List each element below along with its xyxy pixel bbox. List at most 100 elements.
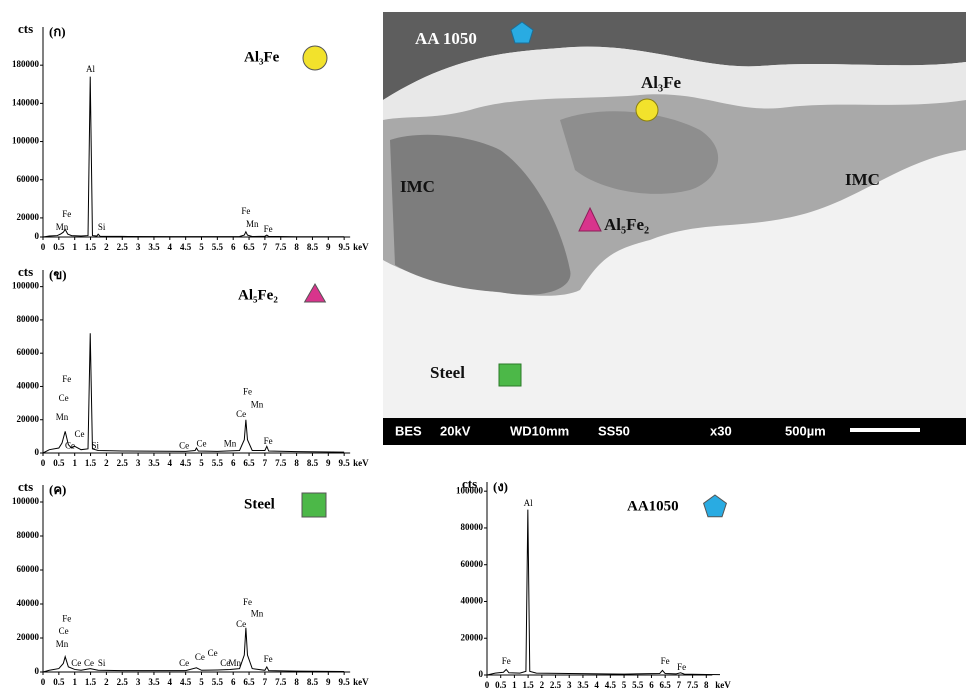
- x-tick-label: 1: [512, 680, 517, 690]
- y-tick-label: 0: [35, 666, 40, 676]
- legend-marker: [302, 493, 326, 517]
- legend-label: Al₅Fe₂: [238, 287, 278, 303]
- y-axis-label: cts: [18, 479, 33, 494]
- x-tick-label: 4: [168, 458, 173, 468]
- legend-label: AA1050: [627, 498, 679, 514]
- x-tick-label: 8: [294, 242, 299, 252]
- x-tick-label: 9: [326, 677, 331, 687]
- peak-label: Ce: [65, 440, 75, 450]
- peak-label: Mn: [246, 219, 259, 229]
- x-tick-label: 3.5: [148, 458, 160, 468]
- x-tick-label: 9: [326, 458, 331, 468]
- figure: AA 1050 Al₃Fe IMC IMC Al₅Fe₂ Steel BES 2…: [0, 0, 966, 693]
- x-tick-label: 8: [294, 458, 299, 468]
- x-tick-label: 3: [136, 677, 141, 687]
- peak-label: Mn: [56, 639, 69, 649]
- x-tick-label: 5: [199, 458, 204, 468]
- peak-label: Fe: [62, 209, 71, 219]
- x-tick-label: 1: [72, 677, 77, 687]
- sem-label: Al₅Fe₂: [604, 215, 649, 234]
- x-tick-label: 6: [649, 680, 654, 690]
- y-tick-label: 80000: [17, 530, 40, 540]
- peak-label: Ce: [208, 648, 218, 658]
- peak-label: Fe: [677, 662, 686, 672]
- x-tick-label: 9.5: [339, 242, 351, 252]
- x-tick-label: 2.5: [117, 677, 129, 687]
- y-tick-label: 100000: [12, 281, 40, 291]
- panel-label: (ข): [49, 267, 67, 282]
- peak-label: Al: [524, 498, 533, 508]
- x-tick-label: 6: [231, 242, 236, 252]
- peak-label: Fe: [241, 206, 250, 216]
- peak-label: Fe: [502, 656, 511, 666]
- x-tick-label: 3: [136, 458, 141, 468]
- y-tick-label: 20000: [17, 414, 40, 424]
- peak-label: Mn: [56, 412, 69, 422]
- peak-label: Al: [86, 64, 95, 74]
- y-axis-label: cts: [18, 264, 33, 279]
- x-tick-label: 0.5: [495, 680, 507, 690]
- x-tick-label: 2: [104, 677, 109, 687]
- info-text: 500µm: [785, 423, 826, 438]
- y-tick-label: 20000: [17, 212, 40, 222]
- info-text: x30: [710, 423, 732, 438]
- peak-label: Ce: [236, 409, 246, 419]
- x-axis-label: keV: [353, 677, 369, 687]
- peak-label: Si: [98, 222, 106, 232]
- y-axis-label: cts: [462, 476, 477, 491]
- x-tick-label: 7.5: [275, 242, 287, 252]
- x-tick-label: 3: [136, 242, 141, 252]
- info-text: SS50: [598, 423, 630, 438]
- x-tick-label: 7: [263, 242, 268, 252]
- peak-label: Fe: [264, 436, 273, 446]
- x-tick-label: 0: [485, 680, 490, 690]
- y-tick-label: 60000: [17, 174, 40, 184]
- y-axis-label: cts: [18, 21, 33, 36]
- x-tick-label: 9.5: [339, 458, 351, 468]
- peak-label: Mn: [251, 608, 264, 618]
- y-tick-label: 40000: [461, 596, 484, 606]
- peak-label: Ce: [195, 652, 205, 662]
- x-tick-label: 4.5: [180, 677, 192, 687]
- sem-label: Steel: [430, 363, 465, 382]
- sem-label: AA 1050: [415, 29, 477, 48]
- x-tick-label: 1: [72, 458, 77, 468]
- x-tick-label: 4: [594, 680, 599, 690]
- sem-label: IMC: [845, 170, 880, 189]
- x-tick-label: 3.5: [148, 242, 160, 252]
- legend-marker: [303, 46, 327, 70]
- x-tick-label: 0.5: [53, 458, 65, 468]
- x-tick-label: 1.5: [85, 677, 97, 687]
- x-tick-label: 8.5: [307, 242, 319, 252]
- y-tick-label: 20000: [461, 632, 484, 642]
- x-tick-label: 1: [72, 242, 77, 252]
- y-tick-label: 40000: [17, 598, 40, 608]
- x-tick-label: 1.5: [85, 458, 97, 468]
- x-tick-label: 8.5: [307, 677, 319, 687]
- x-tick-label: 0.5: [53, 242, 65, 252]
- y-tick-label: 60000: [17, 347, 40, 357]
- x-tick-label: 6.5: [243, 242, 255, 252]
- x-tick-label: 4.5: [605, 680, 617, 690]
- peak-label: Mn: [251, 400, 264, 410]
- y-tick-label: 80000: [461, 522, 484, 532]
- peak-label: Ce: [71, 658, 81, 668]
- x-axis-label: keV: [715, 680, 731, 690]
- peak-label: Fe: [661, 656, 670, 666]
- peak-label: Ce: [59, 393, 69, 403]
- y-tick-label: 0: [35, 231, 40, 241]
- peak-label: Ce: [236, 619, 246, 629]
- x-axis-label: keV: [353, 458, 369, 468]
- peak-label: Ce: [179, 440, 189, 450]
- x-tick-label: 9.5: [339, 677, 351, 687]
- x-tick-label: 5.5: [212, 677, 224, 687]
- sem-image: AA 1050 Al₃Fe IMC IMC Al₅Fe₂ Steel BES 2…: [383, 12, 966, 445]
- peak-label: Mn: [56, 222, 69, 232]
- panel-label: (ค): [49, 482, 66, 497]
- x-tick-label: 1.5: [85, 242, 97, 252]
- y-tick-label: 20000: [17, 632, 40, 642]
- x-tick-label: 5.5: [632, 680, 644, 690]
- x-tick-label: 8.5: [307, 458, 319, 468]
- x-tick-label: 3: [567, 680, 572, 690]
- y-tick-label: 0: [479, 669, 484, 679]
